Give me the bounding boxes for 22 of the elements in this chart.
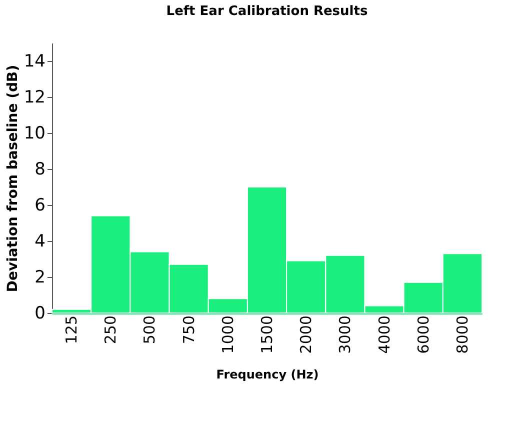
chart-title: Left Ear Calibration Results	[166, 4, 368, 19]
y-tick-label: 10	[24, 124, 46, 144]
y-tick-label: 14	[24, 52, 46, 72]
x-tick-label: 3000	[336, 316, 354, 354]
y-tick-label: 0	[34, 304, 46, 324]
x-tick-label: 125	[62, 316, 81, 344]
y-tick-label: 8	[34, 160, 46, 180]
x-tick-label: 4000	[375, 316, 394, 354]
y-tick-label: 4	[34, 232, 46, 252]
x-tick-label: 750	[180, 316, 198, 344]
y-tick-label: 2	[34, 268, 46, 288]
y-axis-title: Deviation from baseline (dB)	[4, 64, 21, 292]
y-tick-label: 12	[24, 88, 46, 108]
x-tick-label: 250	[102, 316, 120, 344]
x-tick-label: 1000	[218, 316, 237, 354]
x-tick-label: 1500	[258, 316, 276, 354]
x-tick-label: 8000	[453, 316, 472, 354]
y-tick-label: 6	[34, 196, 46, 216]
x-tick-label: 2000	[297, 316, 316, 354]
x-axis-title: Frequency (Hz)	[216, 368, 319, 382]
x-tick-label: 6000	[414, 316, 432, 354]
x-tick-label: 500	[140, 316, 159, 344]
